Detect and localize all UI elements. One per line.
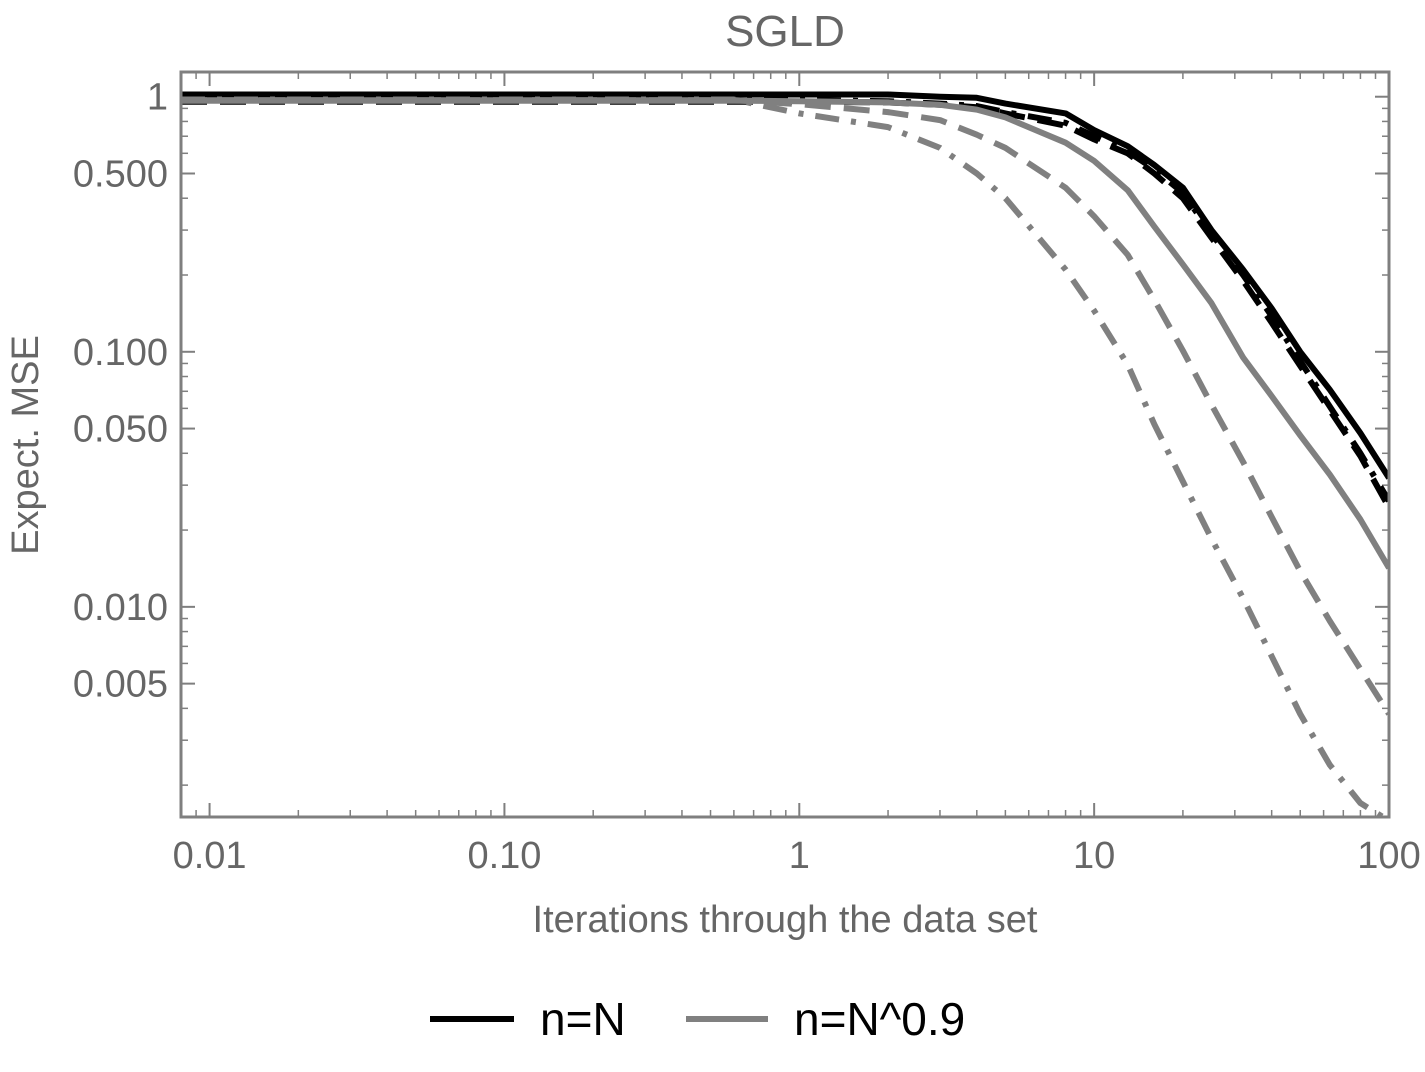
legend: n=N n=N^0.9: [430, 993, 965, 1045]
series-line-2: [181, 98, 1389, 510]
plot-frame: [179, 70, 1391, 819]
x-tick-label: 100: [1357, 835, 1420, 877]
x-tick-label: 0.01: [173, 835, 247, 877]
y-tick-label: 1: [147, 77, 168, 119]
series-line-4: [181, 97, 1389, 570]
chart-title: SGLD: [725, 7, 845, 56]
y-axis-label: Expect. MSE: [5, 335, 47, 555]
x-tick-label: 1: [789, 835, 810, 877]
y-tick-label: 0.010: [73, 587, 168, 629]
y-tick-label: 0.005: [73, 664, 168, 706]
y-tick-label: 0.050: [73, 409, 168, 451]
x-tick-label: 0.10: [467, 835, 541, 877]
x-axis: 0.01 0.10 1 10 100: [173, 72, 1421, 877]
y-tick-label: 0.100: [73, 332, 168, 374]
legend-label-1: n=N: [540, 993, 626, 1045]
y-axis: 1 0.500 0.100 0.050 0.010 0.005: [73, 77, 1389, 786]
series-layer: [181, 91, 1389, 817]
x-axis-label: Iterations through the data set: [533, 899, 1038, 941]
series-line-6: [181, 96, 1389, 817]
series-line-1: [181, 91, 1389, 480]
series-line-5: [181, 97, 1389, 716]
legend-label-2: n=N^0.9: [794, 993, 965, 1045]
x-tick-label: 10: [1073, 835, 1115, 877]
y-tick-label: 0.500: [73, 154, 168, 196]
